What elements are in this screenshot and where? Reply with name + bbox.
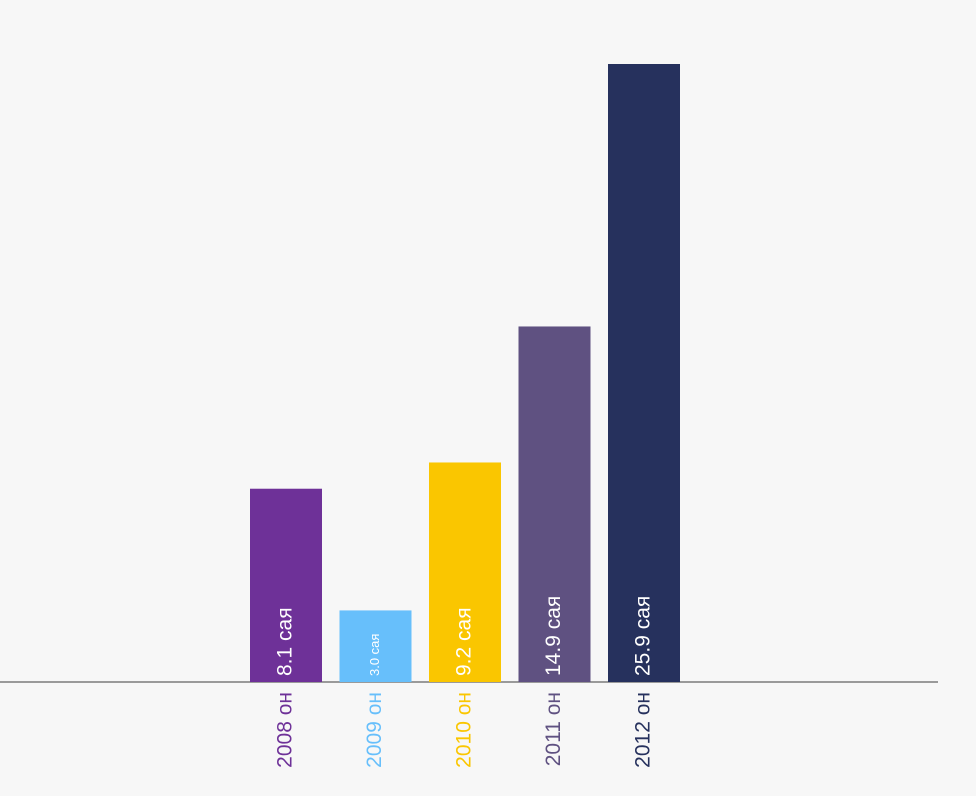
bar: [250, 488, 322, 682]
value-label: 8.1 сая: [274, 607, 297, 676]
value-label: 3.0 сая: [367, 634, 382, 676]
bar: [429, 462, 501, 682]
value-label: 14.9 сая: [542, 596, 565, 676]
x-tick-label: 2008 он: [274, 692, 297, 768]
bar: [518, 326, 591, 682]
value-label: 9.2 сая: [453, 607, 476, 676]
bar: [608, 64, 680, 682]
x-tick-label: 2011 он: [542, 692, 565, 766]
x-tick-label: 2010 он: [453, 692, 476, 768]
x-tick-label: 2009 он: [363, 692, 386, 768]
value-label: 25.9 сая: [632, 596, 655, 676]
bar: [339, 610, 412, 682]
x-tick-label: 2012 он: [632, 692, 655, 768]
